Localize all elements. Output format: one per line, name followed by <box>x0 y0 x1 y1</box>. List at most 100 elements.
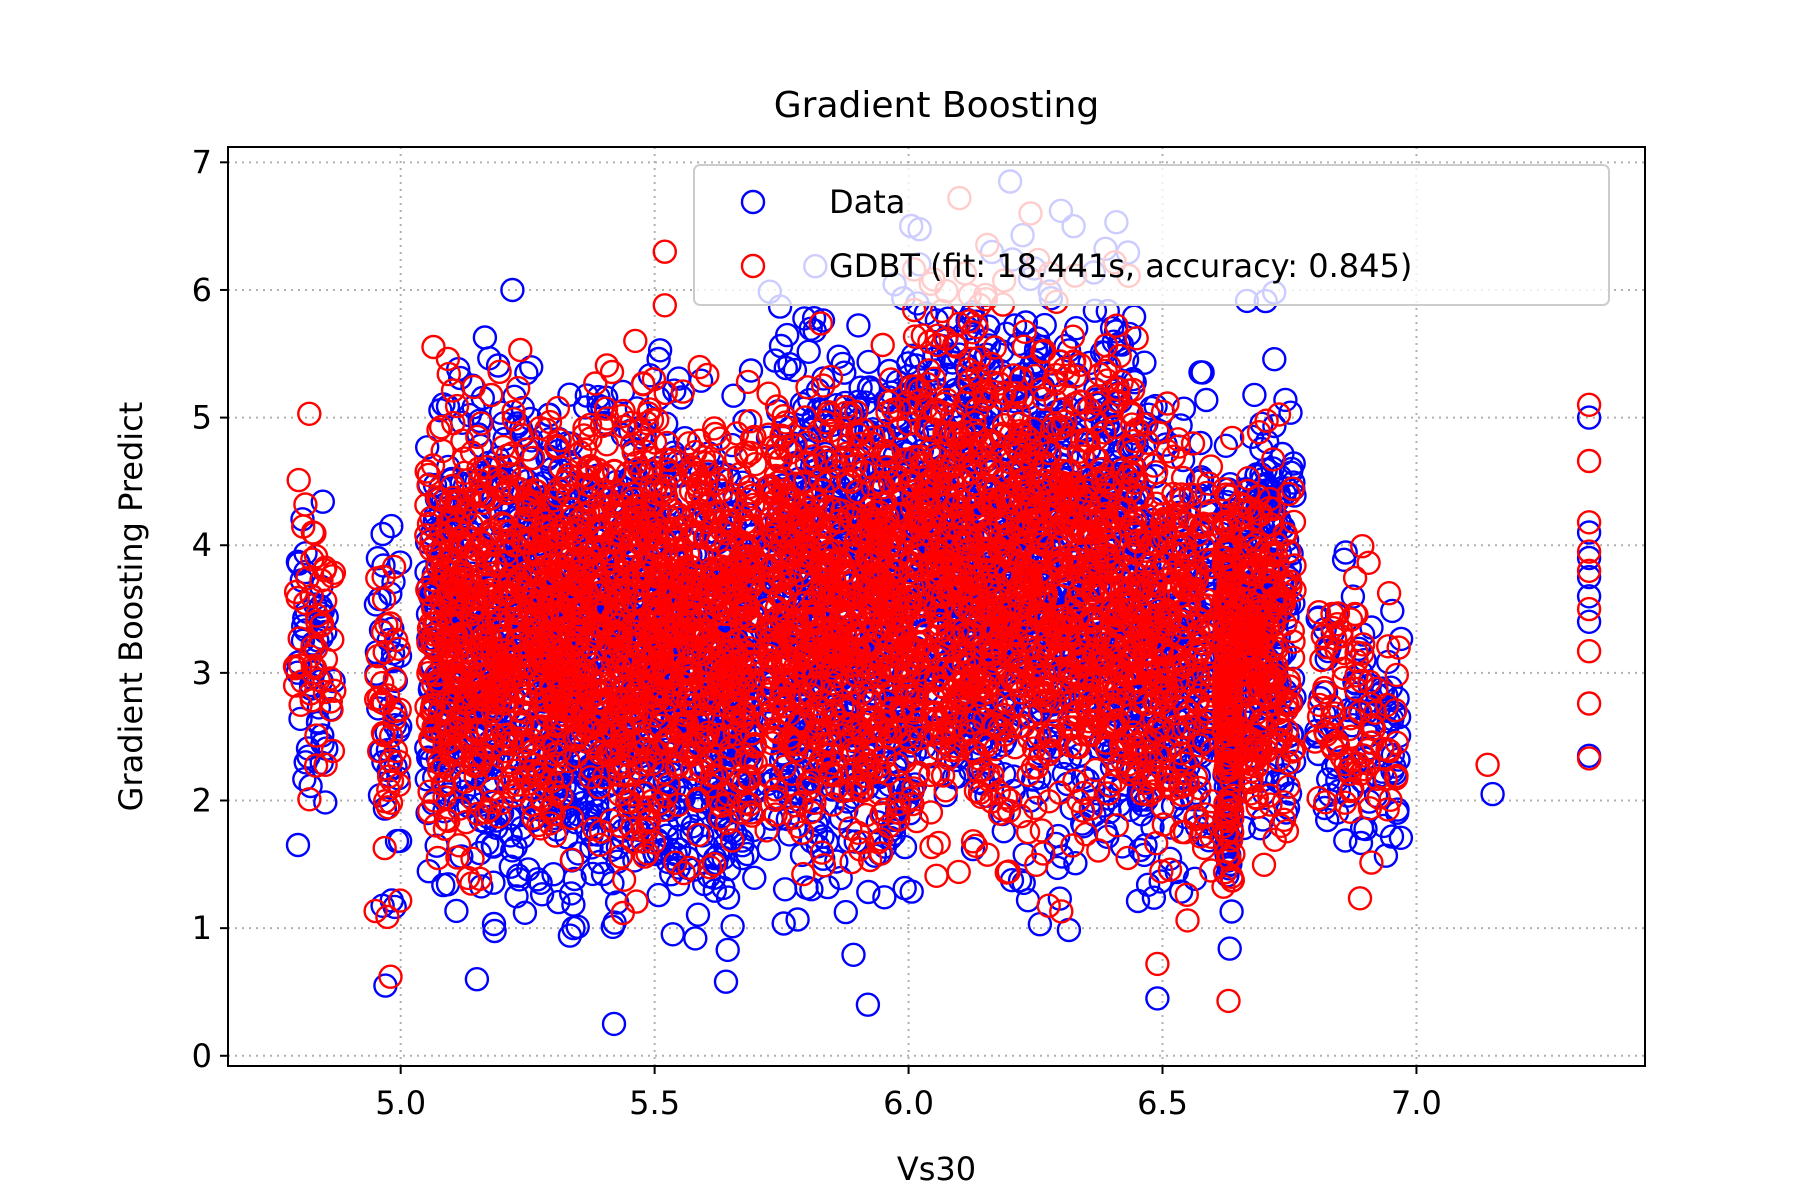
data-point <box>285 832 311 858</box>
data-point <box>1331 547 1357 572</box>
data-point <box>824 849 849 874</box>
data-point <box>738 358 764 383</box>
data-point <box>705 823 731 848</box>
data-point <box>741 817 766 843</box>
data-point <box>482 551 507 577</box>
data-point <box>583 371 608 396</box>
data-point <box>416 511 442 537</box>
data-point <box>433 807 459 832</box>
data-point <box>485 678 510 703</box>
data-point <box>1194 387 1219 413</box>
data-point <box>378 748 404 774</box>
data-point <box>670 379 696 404</box>
data-point <box>420 596 446 621</box>
data-point <box>519 355 544 380</box>
data-point <box>1576 520 1602 545</box>
data-point <box>387 550 413 575</box>
data-point <box>526 548 551 574</box>
data-point <box>709 804 734 830</box>
data-point <box>320 627 345 652</box>
data-point <box>290 669 315 694</box>
data-point <box>855 992 881 1017</box>
data-point <box>378 723 404 749</box>
data-point <box>489 790 514 816</box>
data-point <box>1217 936 1242 961</box>
data-point <box>715 885 741 910</box>
data-point <box>497 598 522 623</box>
data-point <box>321 560 347 585</box>
data-point <box>386 636 411 661</box>
data-point <box>1106 331 1132 356</box>
data-point <box>463 742 488 768</box>
data-point <box>440 473 465 499</box>
data-point <box>293 492 318 517</box>
data-point <box>536 402 562 428</box>
data-point <box>978 394 1003 420</box>
data-point <box>463 753 488 779</box>
data-point <box>561 915 586 941</box>
data-point <box>546 889 571 915</box>
data-point <box>448 664 474 689</box>
data-point <box>504 884 529 909</box>
data-point <box>856 879 881 905</box>
data-point <box>782 357 808 383</box>
data-point <box>1027 334 1052 359</box>
data-point <box>382 666 408 692</box>
data-point <box>465 424 490 450</box>
data-point <box>454 638 479 663</box>
data-point <box>435 346 461 372</box>
data-point <box>1134 787 1159 812</box>
data-point <box>501 399 526 425</box>
data-point <box>485 624 510 649</box>
data-point <box>448 622 473 648</box>
data-point <box>1168 879 1194 904</box>
data-point <box>1278 400 1303 425</box>
data-point <box>431 753 456 779</box>
data-point <box>467 408 492 433</box>
data-point <box>660 922 685 947</box>
data-point <box>382 699 407 724</box>
data-point <box>436 527 461 552</box>
data-point <box>414 694 439 720</box>
data-point <box>771 911 796 936</box>
data-point <box>646 882 671 908</box>
data-point <box>430 438 455 464</box>
data-point <box>320 738 346 764</box>
data-point <box>1063 851 1088 876</box>
data-point <box>506 772 531 797</box>
data-point <box>313 752 338 777</box>
data-point <box>427 758 452 783</box>
data-point <box>382 706 407 732</box>
data-point <box>384 828 410 854</box>
data-point <box>1242 382 1267 408</box>
data-point <box>856 349 881 375</box>
data-point <box>713 969 739 994</box>
data-point <box>432 773 457 798</box>
data-point <box>495 528 520 553</box>
data-point <box>580 861 605 887</box>
data-point <box>483 583 509 609</box>
data-point <box>436 361 461 387</box>
data-point <box>439 691 465 716</box>
data-point <box>443 607 469 632</box>
data-point <box>460 846 485 871</box>
data-point <box>414 492 439 518</box>
data-point <box>455 589 480 614</box>
data-point <box>577 412 603 438</box>
data-point <box>1348 830 1374 856</box>
data-point <box>461 374 486 400</box>
data-point <box>1371 813 1397 839</box>
data-point <box>899 879 924 904</box>
data-point <box>528 870 553 895</box>
data-point <box>846 313 871 338</box>
data-point <box>469 874 494 899</box>
data-point <box>1023 339 1049 364</box>
data-point <box>434 559 459 584</box>
data-point <box>1576 609 1602 634</box>
data-point <box>478 627 503 653</box>
data-point <box>283 656 309 681</box>
data-point <box>437 757 462 783</box>
data-point <box>441 410 466 436</box>
data-point <box>313 790 338 815</box>
data-point <box>756 836 781 862</box>
